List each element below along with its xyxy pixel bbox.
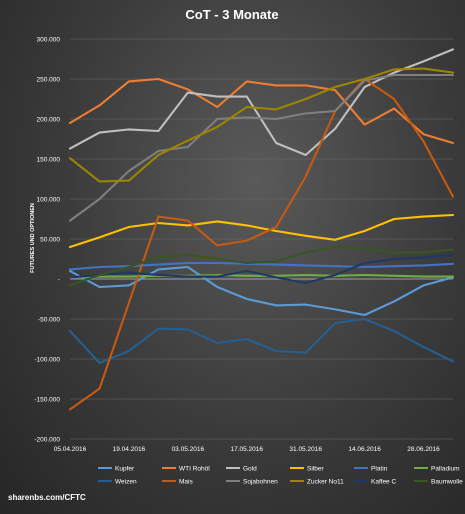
series-line-wti-roh-l bbox=[68, 77, 455, 145]
y-tick-label: -50.000 bbox=[38, 316, 60, 323]
y-tick-label: 100.000 bbox=[37, 196, 61, 203]
y-tick-label: - bbox=[58, 276, 60, 283]
y-tick-label: 150.000 bbox=[37, 156, 61, 163]
x-tick-label: 17.05.2016 bbox=[230, 446, 263, 453]
grid-lines bbox=[70, 38, 453, 440]
series-line-silber bbox=[68, 213, 455, 249]
y-axis-label: FUTURES UND OPTIONEN bbox=[30, 203, 36, 273]
x-tick-label: 28.06.2016 bbox=[407, 446, 440, 453]
legend-label: WTI Rohöl bbox=[179, 465, 210, 472]
legend-label: Palladium bbox=[431, 465, 460, 472]
x-tick-label: 03.05.2016 bbox=[172, 446, 205, 453]
legend: Kupfer WTI Rohöl Gold Silber Platin Palladium… bbox=[98, 465, 463, 485]
legend-label: Baumwolle bbox=[431, 478, 463, 485]
x-tick-label: 14.06.2016 bbox=[348, 446, 381, 453]
legend-label: Mais bbox=[179, 478, 193, 485]
series-line-weizen bbox=[68, 317, 455, 365]
legend-label: Silber bbox=[307, 465, 324, 472]
series-line-palladium bbox=[68, 273, 455, 279]
series-line-mais bbox=[68, 77, 455, 411]
x-tick-label: 05.04.2016 bbox=[54, 446, 87, 453]
chart-title: CoT - 3 Monate bbox=[185, 7, 278, 22]
legend-label: Gold bbox=[243, 465, 257, 472]
series-line-kupfer bbox=[68, 265, 455, 317]
series-line-sojabohnen bbox=[68, 73, 455, 222]
footer-source: sharenbs.com/CFTC bbox=[8, 493, 86, 502]
legend-label: Platin bbox=[371, 465, 388, 472]
legend-label: Kaffee C bbox=[371, 478, 396, 485]
y-tick-label: 50.000 bbox=[40, 236, 60, 243]
y-tick-label: -200.000 bbox=[34, 436, 60, 443]
x-tick-labels: 05.04.2016 19.04.2016 03.05.2016 17.05.2016… bbox=[54, 446, 440, 453]
series-line-baumwolle bbox=[68, 245, 455, 287]
y-tick-labels: 300.000 250.000 200.000 150.000 100.000 50.00… bbox=[34, 36, 60, 443]
series-line-kaffee-c bbox=[68, 253, 455, 285]
legend-label: Kupfer bbox=[115, 465, 135, 472]
series-lines bbox=[68, 48, 455, 411]
x-tick-label: 31.05.2016 bbox=[289, 446, 322, 453]
legend-label: Zucker No11 bbox=[307, 478, 344, 485]
legend-label: Sojabohnen bbox=[243, 478, 278, 485]
y-tick-label: 250.000 bbox=[37, 76, 61, 83]
y-tick-label: 300.000 bbox=[37, 36, 61, 43]
series-line-zucker-no11 bbox=[68, 67, 455, 183]
legend-label: Weizen bbox=[115, 478, 137, 485]
x-tick-label: 19.04.2016 bbox=[113, 446, 146, 453]
y-tick-label: -100.000 bbox=[34, 356, 60, 363]
y-tick-label: -150.000 bbox=[34, 396, 60, 403]
y-tick-label: 200.000 bbox=[37, 116, 61, 123]
